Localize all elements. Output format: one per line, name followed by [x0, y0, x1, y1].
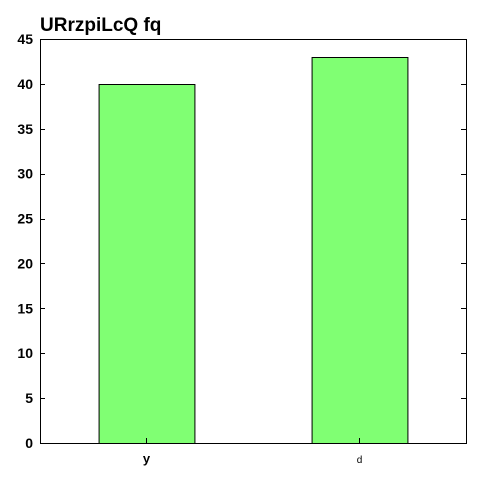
- chart-title: URrzpiLcQ fq: [40, 15, 161, 36]
- y-tick-label-4: 20: [17, 255, 33, 271]
- y-axis: 0 5 10 15 20 25 30 35 40 45: [17, 31, 466, 451]
- bar-d: [311, 57, 409, 444]
- bar-y: [98, 84, 196, 444]
- y-tick-label-3: 15: [17, 300, 33, 316]
- plot-frame: [40, 39, 467, 444]
- y-tick-label-0: 0: [25, 435, 33, 451]
- y-tick-label-9: 45: [17, 31, 33, 47]
- y-tick-label-8: 40: [17, 76, 33, 92]
- y-tick-label-5: 25: [17, 211, 33, 227]
- x-tick-label-d: d: [357, 455, 363, 466]
- y-tick-label-6: 30: [17, 166, 33, 182]
- y-tick-label-2: 10: [17, 345, 33, 361]
- x-tick-label-y: y: [143, 451, 151, 466]
- y-tick-label-7: 35: [17, 121, 33, 137]
- y-tick-label-1: 5: [25, 390, 33, 406]
- bars-layer: [98, 57, 409, 444]
